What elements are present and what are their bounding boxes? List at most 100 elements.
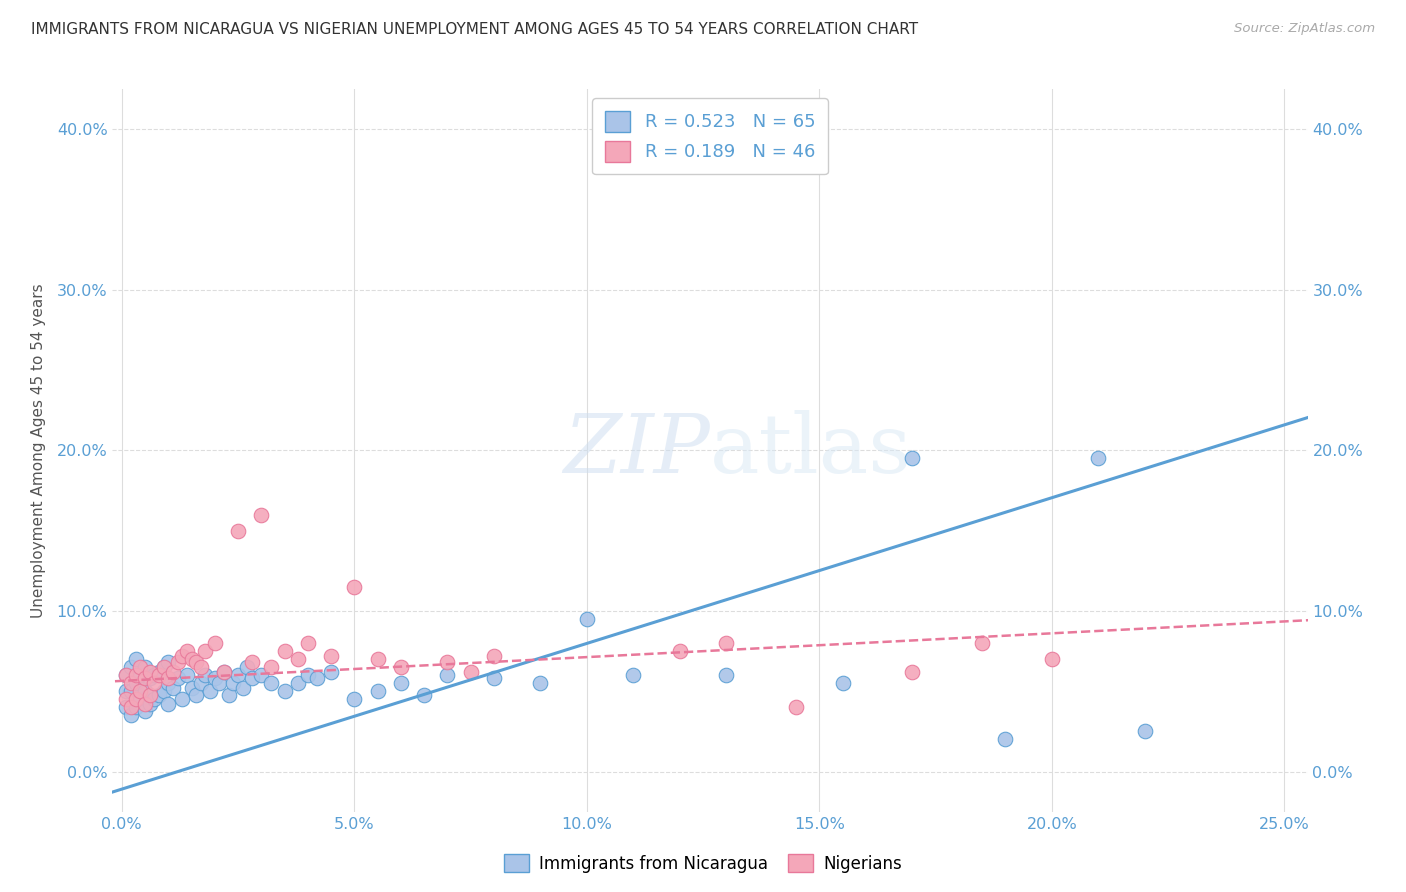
Point bbox=[208, 676, 231, 690]
Point bbox=[212, 665, 235, 679]
Point bbox=[134, 660, 156, 674]
Point bbox=[367, 684, 389, 698]
Point bbox=[138, 665, 160, 679]
Text: IMMIGRANTS FROM NICARAGUA VS NIGERIAN UNEMPLOYMENT AMONG AGES 45 TO 54 YEARS COR: IMMIGRANTS FROM NICARAGUA VS NIGERIAN UN… bbox=[31, 22, 918, 37]
Point bbox=[115, 692, 138, 706]
Point bbox=[343, 580, 366, 594]
Point bbox=[129, 684, 152, 698]
Point bbox=[319, 665, 342, 679]
Point bbox=[218, 688, 240, 702]
Point bbox=[138, 672, 160, 686]
Point bbox=[204, 636, 226, 650]
Point bbox=[134, 684, 156, 698]
Point bbox=[162, 665, 184, 679]
Point bbox=[190, 676, 212, 690]
Point bbox=[831, 676, 853, 690]
Point bbox=[172, 648, 194, 663]
Y-axis label: Unemployment Among Ages 45 to 54 years: Unemployment Among Ages 45 to 54 years bbox=[31, 283, 45, 618]
Point bbox=[482, 648, 505, 663]
Point bbox=[204, 672, 226, 686]
Point bbox=[250, 508, 273, 522]
Point bbox=[157, 676, 180, 690]
Point bbox=[125, 700, 148, 714]
Point bbox=[115, 668, 138, 682]
Point bbox=[120, 660, 142, 674]
Point bbox=[389, 676, 412, 690]
Point bbox=[716, 668, 738, 682]
Point bbox=[190, 660, 212, 674]
Point bbox=[240, 656, 263, 670]
Point bbox=[148, 668, 170, 682]
Point bbox=[120, 700, 142, 714]
Point bbox=[120, 676, 142, 690]
Point bbox=[413, 688, 436, 702]
Point bbox=[129, 668, 152, 682]
Point bbox=[138, 697, 160, 711]
Point bbox=[157, 672, 180, 686]
Text: atlas: atlas bbox=[710, 410, 912, 491]
Point bbox=[575, 612, 598, 626]
Point bbox=[115, 700, 138, 714]
Point bbox=[240, 672, 263, 686]
Point bbox=[152, 660, 174, 674]
Point bbox=[115, 668, 138, 682]
Point bbox=[194, 668, 217, 682]
Point bbox=[115, 684, 138, 698]
Point bbox=[250, 668, 273, 682]
Point bbox=[621, 668, 644, 682]
Point bbox=[143, 668, 166, 682]
Point bbox=[134, 672, 156, 686]
Point bbox=[529, 676, 551, 690]
Point bbox=[236, 660, 259, 674]
Point bbox=[259, 676, 281, 690]
Point bbox=[157, 697, 180, 711]
Legend: R = 0.523   N = 65, R = 0.189   N = 46: R = 0.523 N = 65, R = 0.189 N = 46 bbox=[592, 98, 828, 174]
Point bbox=[389, 660, 412, 674]
Point bbox=[125, 676, 148, 690]
Point bbox=[297, 668, 319, 682]
Point bbox=[125, 668, 148, 682]
Point bbox=[436, 656, 458, 670]
Point bbox=[297, 636, 319, 650]
Point bbox=[129, 692, 152, 706]
Legend: Immigrants from Nicaragua, Nigerians: Immigrants from Nicaragua, Nigerians bbox=[498, 847, 908, 880]
Text: Source: ZipAtlas.com: Source: ZipAtlas.com bbox=[1234, 22, 1375, 36]
Point bbox=[176, 644, 198, 658]
Point bbox=[148, 688, 170, 702]
Point bbox=[716, 636, 738, 650]
Point bbox=[180, 652, 202, 666]
Point bbox=[194, 644, 217, 658]
Point bbox=[138, 688, 160, 702]
Point bbox=[172, 692, 194, 706]
Point bbox=[186, 688, 208, 702]
Point bbox=[901, 665, 924, 679]
Point bbox=[152, 660, 174, 674]
Point bbox=[367, 652, 389, 666]
Point bbox=[148, 665, 170, 679]
Point bbox=[120, 684, 142, 698]
Point bbox=[143, 692, 166, 706]
Point bbox=[212, 665, 235, 679]
Point bbox=[134, 697, 156, 711]
Point bbox=[166, 672, 188, 686]
Point bbox=[226, 524, 249, 538]
Point bbox=[785, 700, 807, 714]
Point bbox=[259, 660, 281, 674]
Point bbox=[226, 668, 249, 682]
Point bbox=[134, 704, 156, 718]
Point bbox=[152, 684, 174, 698]
Point bbox=[307, 672, 329, 686]
Point bbox=[482, 672, 505, 686]
Point bbox=[222, 676, 245, 690]
Point bbox=[125, 652, 148, 666]
Point bbox=[162, 681, 184, 695]
Point bbox=[319, 648, 342, 663]
Point bbox=[198, 684, 221, 698]
Point bbox=[180, 681, 202, 695]
Text: ZIP: ZIP bbox=[564, 410, 710, 491]
Point bbox=[157, 656, 180, 670]
Point bbox=[669, 644, 692, 658]
Point bbox=[994, 732, 1017, 747]
Point bbox=[166, 656, 188, 670]
Point bbox=[460, 665, 482, 679]
